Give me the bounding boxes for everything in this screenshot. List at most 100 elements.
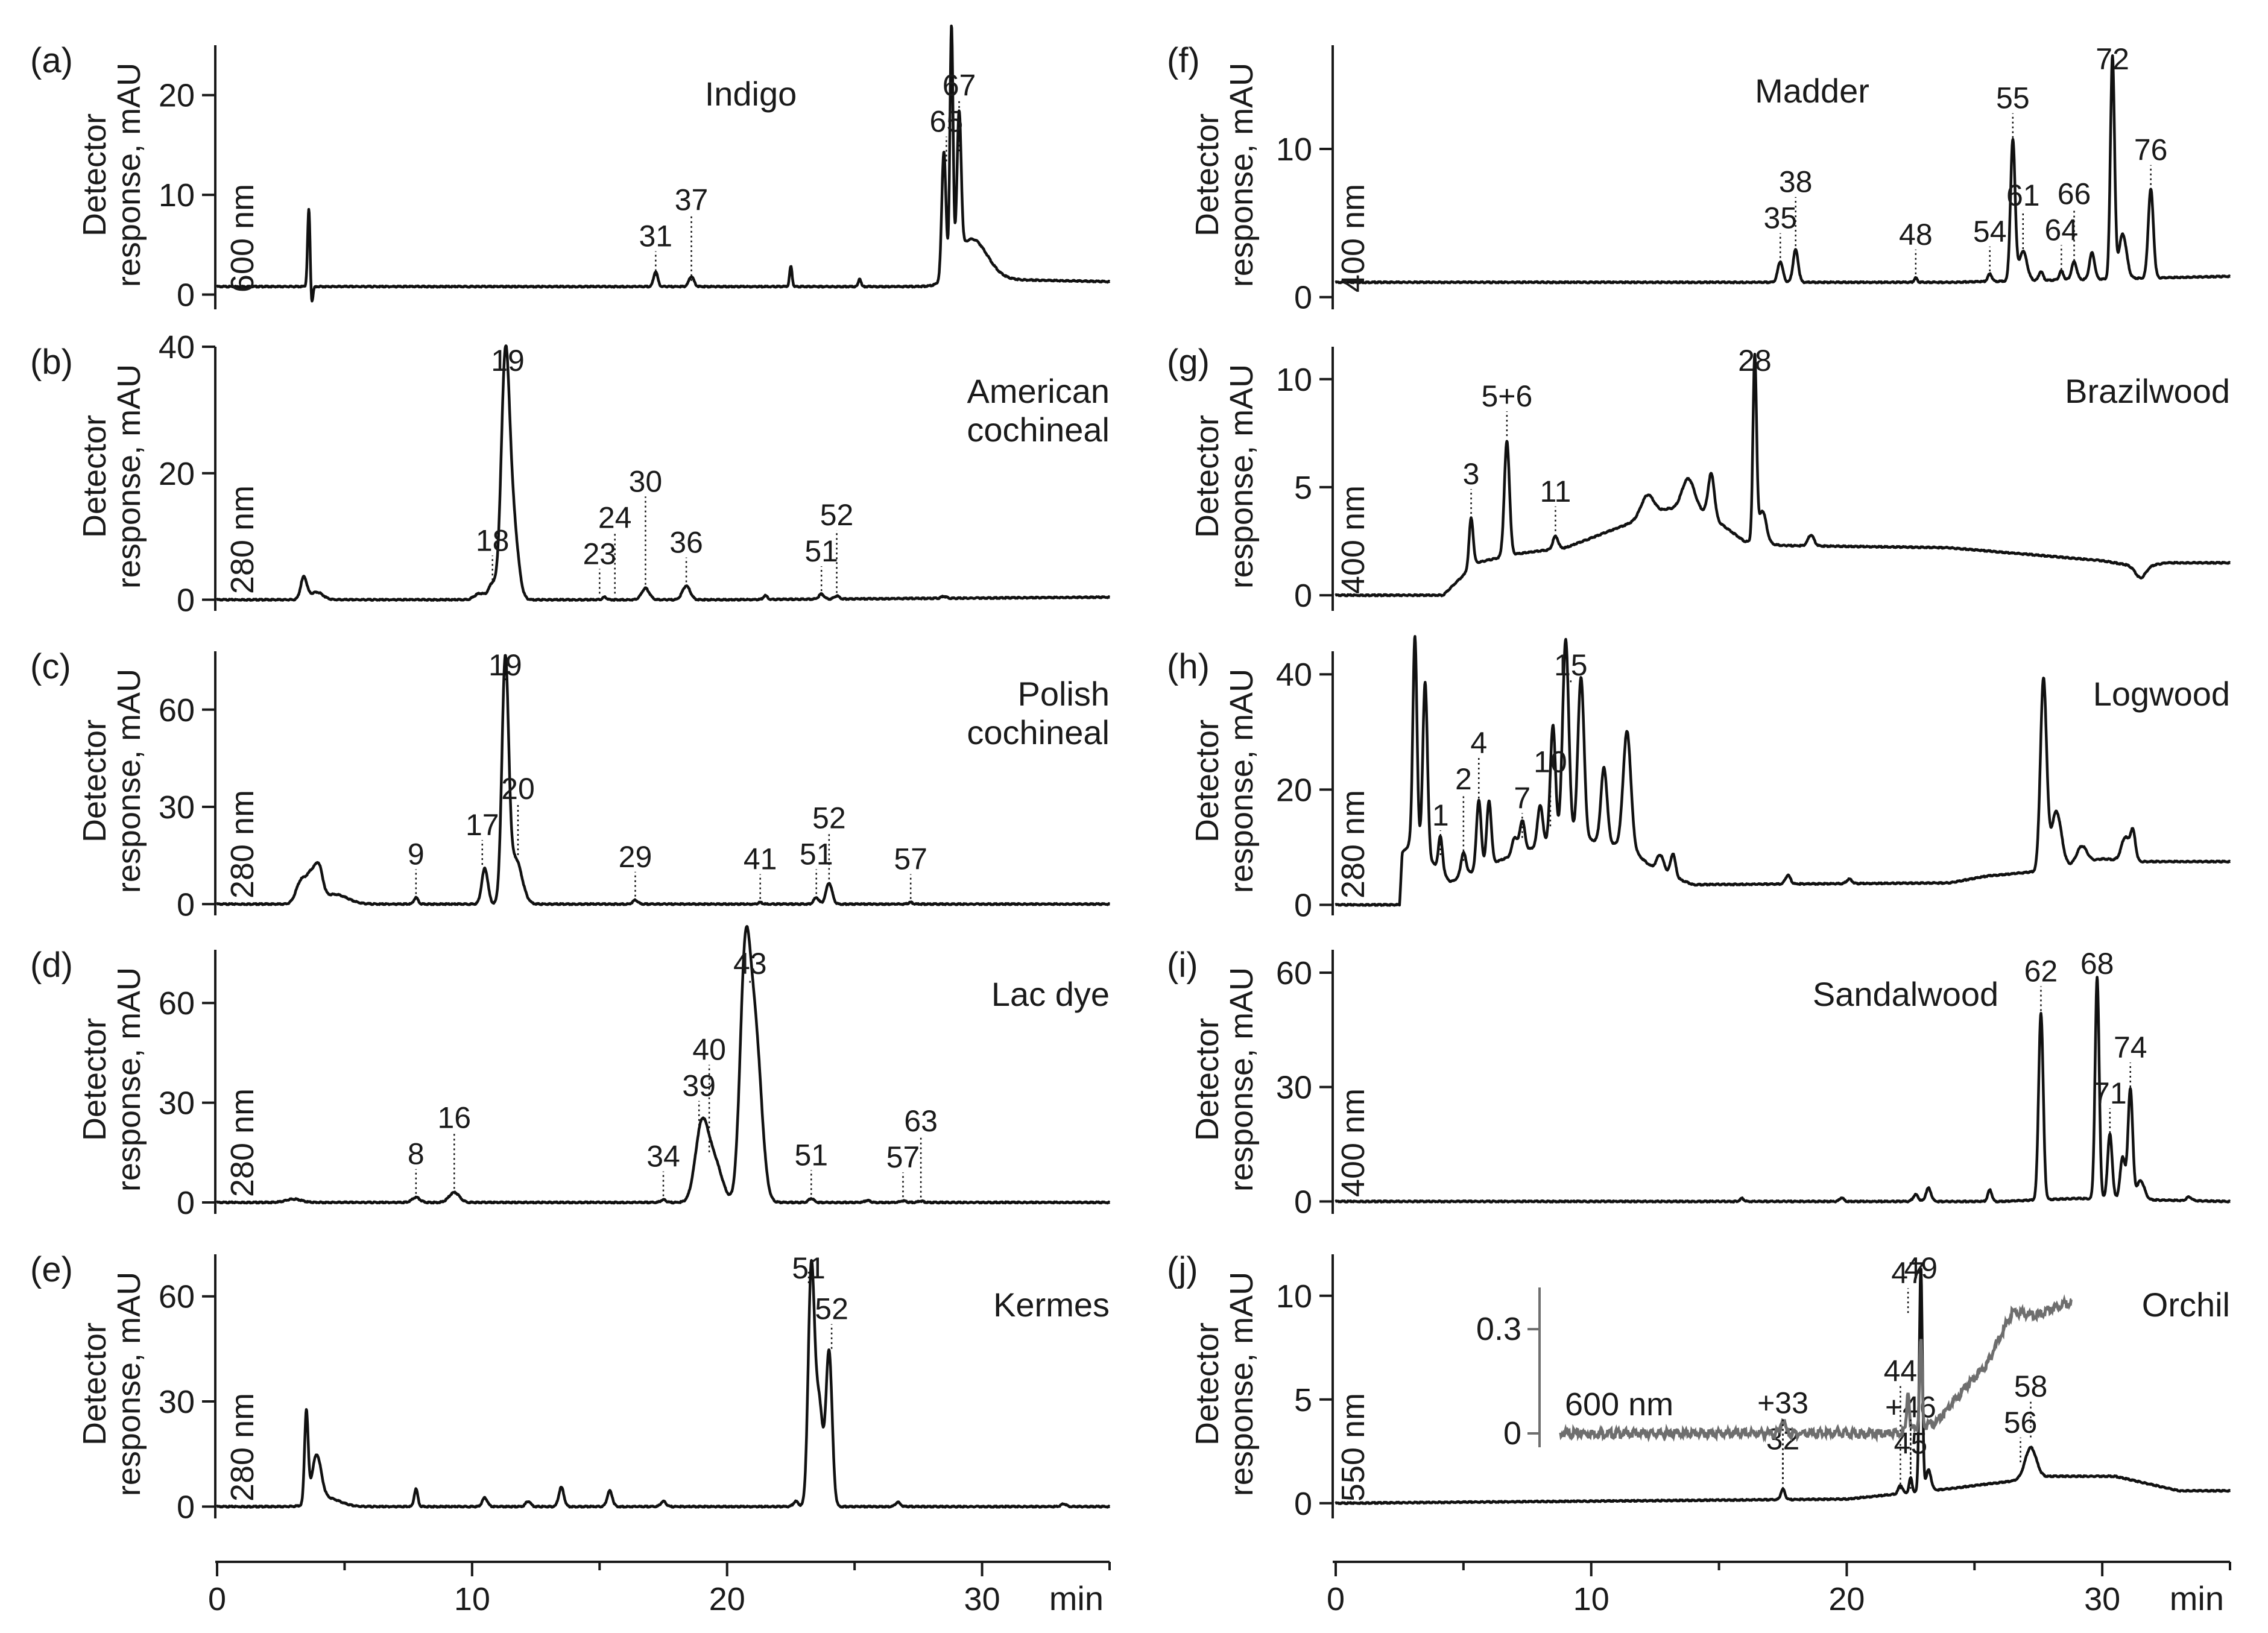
- dye-title: American: [967, 372, 1110, 410]
- dye-title: Polish: [1017, 675, 1110, 713]
- peak-label: 11: [1540, 475, 1571, 508]
- chromatogram-trace: [216, 924, 1111, 1205]
- y-tick-label: 0: [1294, 280, 1312, 316]
- y-tick-label: 10: [1276, 362, 1312, 398]
- peak-label: 71: [2093, 1076, 2127, 1110]
- y-axis-label: response, mAU: [111, 63, 147, 287]
- peak-label: 72: [2096, 42, 2129, 76]
- y-axis-label: Detector: [1189, 415, 1225, 538]
- peak-label: 40: [692, 1033, 726, 1067]
- y-tick-label: 0: [177, 583, 195, 619]
- y-tick-label: 60: [159, 1279, 195, 1315]
- peak-label: 4: [1470, 726, 1487, 760]
- dye-title: Kermes: [993, 1286, 1110, 1324]
- peak-label: 61: [2006, 178, 2040, 212]
- wavelength-label: 280 nm: [224, 790, 261, 899]
- peak-label: 5+6: [1481, 379, 1532, 413]
- inset-wavelength-label: 600 nm: [1565, 1386, 1673, 1423]
- peak-label: 38: [1779, 165, 1813, 199]
- peak-label: +33: [1757, 1386, 1808, 1420]
- peak-label: 49: [1904, 1251, 1938, 1285]
- peak-label: 51: [792, 1251, 826, 1285]
- y-tick-label: 0: [177, 1185, 195, 1221]
- peak-label: 52: [815, 1292, 848, 1326]
- inset-y-tick-label: 0.3: [1476, 1311, 1521, 1347]
- panel-label: (e): [30, 1250, 73, 1289]
- wavelength-label: 280 nm: [224, 1393, 261, 1502]
- peak-label: 51: [794, 1138, 828, 1172]
- y-tick-label: 20: [159, 456, 195, 492]
- y-tick-label: 0: [1294, 887, 1312, 923]
- x-tick-label: 10: [1573, 1581, 1609, 1617]
- y-tick-label: 30: [159, 789, 195, 826]
- chromatogram-trace: [1335, 976, 2231, 1204]
- dye-title: Indigo: [705, 75, 797, 113]
- wavelength-label: 400 nm: [1335, 485, 1371, 594]
- panel-label: (f): [1167, 41, 1200, 80]
- x-axis-unit: min: [1049, 1579, 1104, 1617]
- y-tick-label: 10: [1276, 1278, 1312, 1315]
- y-tick-label: 60: [159, 985, 195, 1022]
- wavelength-label: 280 nm: [224, 485, 261, 594]
- peak-label: 41: [744, 842, 777, 876]
- peak-label: 47: [1891, 1256, 1925, 1290]
- dye-title: Orchil: [2142, 1286, 2230, 1324]
- panel-label: (g): [1167, 343, 1210, 382]
- y-axis-label: response, mAU: [1224, 967, 1260, 1192]
- peak-label: 34: [646, 1140, 680, 1173]
- wavelength-label: 280 nm: [1335, 790, 1371, 899]
- y-tick-label: 0: [1294, 578, 1312, 614]
- chromatogram-trace: [216, 344, 1111, 602]
- y-axis-label: Detector: [77, 1322, 113, 1445]
- peak-label: 7: [1514, 781, 1530, 815]
- peak-label: 65: [930, 104, 964, 138]
- peak-label: 16: [437, 1101, 471, 1135]
- peak-label: 54: [1973, 215, 2007, 248]
- y-tick-label: 0: [1294, 1486, 1312, 1522]
- x-tick-label: 0: [1327, 1581, 1345, 1617]
- wavelength-label: 400 nm: [1335, 1088, 1371, 1197]
- y-axis-label: response, mAU: [111, 967, 147, 1192]
- peak-label: 76: [2134, 133, 2168, 167]
- peak-label: 43: [733, 947, 767, 981]
- peak-label: 3: [1463, 457, 1480, 491]
- peak-label: 68: [2080, 947, 2114, 981]
- peak-label: 37: [675, 183, 709, 217]
- x-axis-right: 0 10 20 30 min: [1327, 1561, 2231, 1617]
- peak-label: 30: [629, 464, 663, 498]
- y-axis-label: Detector: [77, 415, 113, 538]
- y-tick-label: 10: [1276, 131, 1312, 168]
- dye-title: cochineal: [967, 713, 1110, 751]
- y-axis-label: Detector: [1189, 1322, 1225, 1445]
- peak-label: 58: [2014, 1369, 2048, 1403]
- peak-label: 31: [639, 220, 673, 253]
- y-axis-label: response, mAU: [111, 364, 147, 589]
- peak-label: 1: [1432, 798, 1449, 832]
- x-tick-label: 10: [454, 1581, 490, 1617]
- peak-label: 44: [1884, 1354, 1918, 1388]
- y-axis-label: Detector: [77, 1018, 113, 1141]
- peak-label: 74: [2114, 1031, 2147, 1064]
- y-tick-label: 0: [177, 886, 195, 923]
- peak-label: 67: [943, 68, 976, 102]
- chromatogram-trace: [1335, 1267, 2231, 1505]
- panel-label: (d): [30, 946, 73, 985]
- peak-label: 39: [682, 1069, 716, 1103]
- x-tick-label: 20: [709, 1581, 745, 1617]
- panel-label: (h): [1167, 647, 1210, 686]
- wavelength-label: 550 nm: [1335, 1393, 1371, 1502]
- peak-label: 64: [2045, 213, 2079, 247]
- peak-label: 8: [408, 1137, 425, 1171]
- wavelength-label: 280 nm: [224, 1088, 261, 1197]
- y-tick-label: 0: [177, 277, 195, 313]
- x-axis-left: 0 10 20 30 min: [208, 1561, 1111, 1617]
- peak-label: 51: [804, 534, 838, 568]
- y-tick-label: 20: [1276, 772, 1312, 808]
- peak-label: 57: [886, 1140, 920, 1174]
